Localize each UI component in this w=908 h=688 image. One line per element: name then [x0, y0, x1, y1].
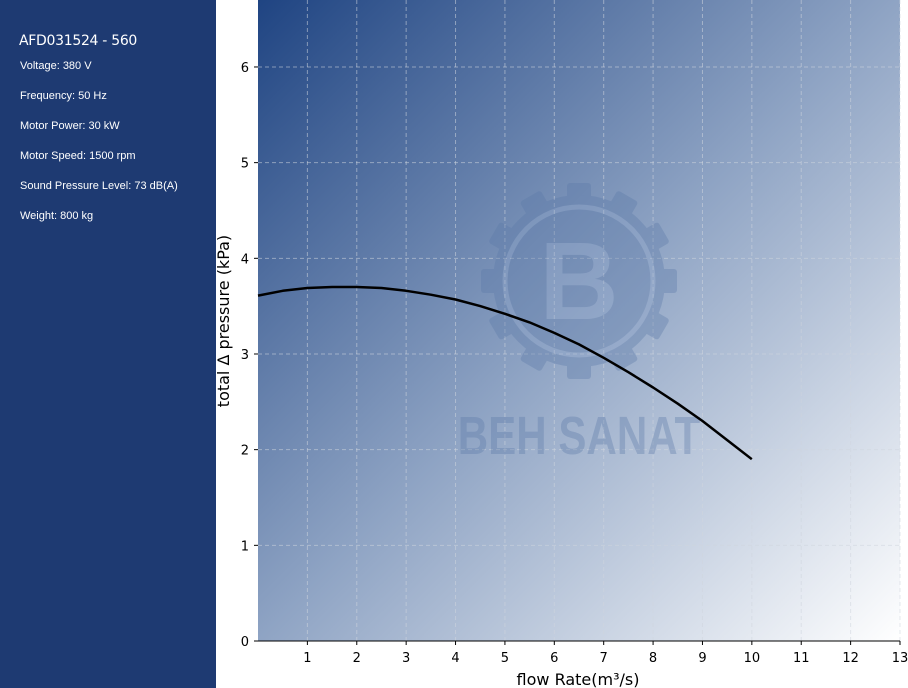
plot-area: [258, 0, 900, 641]
spec-sidebar: AFD031524 - 560 Voltage: 380 V Frequency…: [0, 0, 216, 688]
x-tick-label: 8: [649, 651, 657, 666]
y-tick-label: 5: [241, 157, 249, 172]
x-tick-label: 4: [451, 651, 459, 666]
series-layer: [257, 285, 753, 461]
x-tick-label: 11: [793, 651, 810, 666]
logo-letter: B: [539, 220, 618, 343]
x-tick-label: 9: [698, 651, 706, 666]
x-tick-label: 12: [842, 651, 859, 666]
fan-curve-line: [257, 285, 753, 461]
spec-frequency: Frequency: 50 Hz: [20, 90, 107, 102]
y-tick-label: 3: [241, 348, 249, 363]
logo-text: BEH SANAT: [458, 406, 701, 466]
x-tick-label: 1: [303, 651, 311, 666]
spec-voltage: Voltage: 380 V: [20, 60, 92, 72]
y-tick-label: 2: [241, 444, 249, 459]
y-tick-label: 1: [241, 539, 249, 554]
model-title: AFD031524 - 560: [19, 33, 138, 49]
y-tick-label: 4: [241, 252, 249, 267]
x-axis-label: flow Rate(m³/s): [517, 670, 640, 688]
x-tick-label: 2: [353, 651, 361, 666]
x-tick-label: 3: [402, 651, 410, 666]
spec-motor-power: Motor Power: 30 kW: [20, 120, 120, 132]
grid: [258, 0, 901, 641]
y-axis-label: total Δ pressure (kPa): [214, 235, 233, 407]
x-tick-label: 7: [600, 651, 608, 666]
x-tick-label: 10: [744, 651, 761, 666]
x-tick-label: 5: [501, 651, 509, 666]
x-tick-label: 6: [550, 651, 558, 666]
spec-weight: Weight: 800 kg: [20, 210, 94, 222]
x-tick-label: 13: [892, 651, 908, 666]
spec-motor-speed: Motor Speed: 1500 rpm: [20, 150, 136, 162]
y-tick-label: 0: [241, 635, 249, 650]
y-tick-label: 6: [241, 61, 249, 76]
spec-sound-pressure: Sound Pressure Level: 73 dB(A): [20, 180, 178, 192]
